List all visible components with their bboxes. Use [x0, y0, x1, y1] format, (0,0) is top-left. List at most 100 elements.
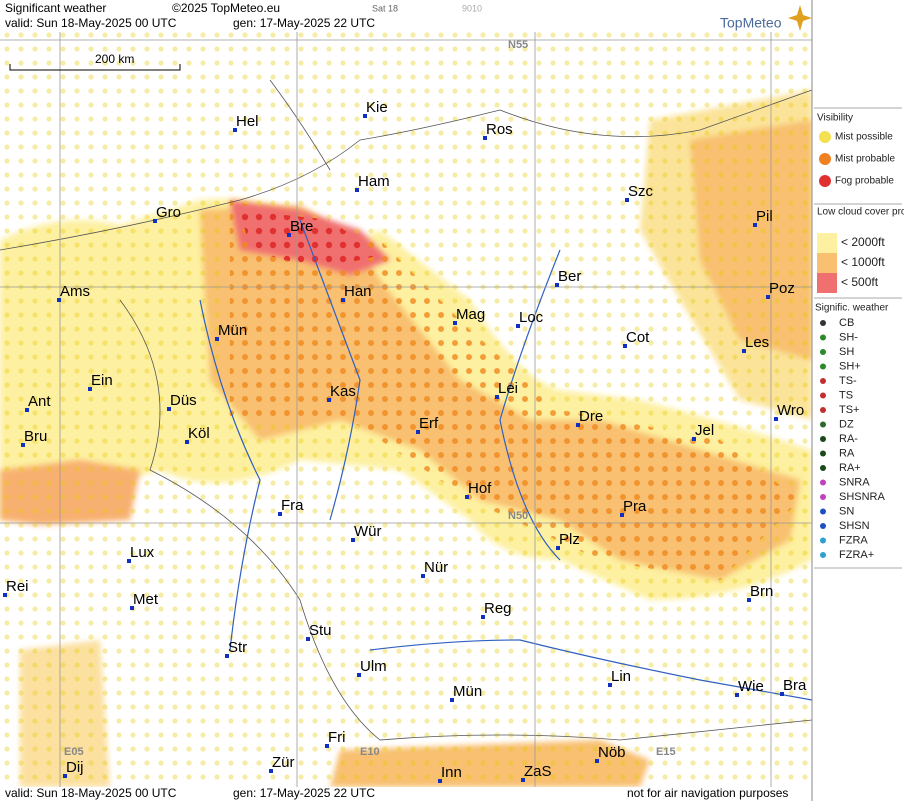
city-label: Zür — [272, 754, 295, 771]
scale-bar — [9, 64, 181, 71]
city-label: Inn — [441, 764, 462, 781]
city-marker — [185, 440, 189, 444]
legend-label: Mist probable — [835, 154, 895, 165]
copyright: ©2025 TopMeteo.eu — [172, 1, 280, 15]
city-marker — [620, 513, 624, 517]
city-marker — [421, 574, 425, 578]
city-marker — [774, 417, 778, 421]
rivers — [199, 219, 813, 701]
legend-label: RA- — [839, 433, 858, 445]
city-marker — [88, 387, 92, 391]
city-marker — [556, 546, 560, 550]
legend-label: SNRA — [839, 476, 870, 488]
city-marker — [130, 606, 134, 610]
legend-heading: Signific. weather — [815, 303, 889, 314]
legend-label: RA — [839, 447, 855, 459]
legend-swatch — [817, 273, 837, 293]
legend-label: SHSNRA — [839, 491, 886, 503]
city-label: Stu — [309, 622, 332, 639]
city-marker — [608, 683, 612, 687]
generated: gen: 17-May-2025 22 UTC — [233, 16, 375, 30]
city-label: Mag — [456, 306, 485, 323]
city-marker — [483, 136, 487, 140]
city-label: Lin — [611, 668, 631, 685]
legend-swatch — [819, 131, 831, 143]
footer-valid: valid: Sun 18-May-2025 00 UTC — [5, 786, 177, 800]
footer-note: not for air navigation purposes — [627, 786, 788, 800]
city-label: Szc — [628, 183, 654, 200]
city-marker — [127, 559, 131, 563]
city-label: Poz — [769, 280, 795, 297]
city-marker — [269, 769, 273, 773]
city-marker — [555, 283, 559, 287]
legend-symbol — [820, 392, 826, 399]
legend-label: DZ — [839, 418, 854, 430]
legend-label: TS- — [839, 375, 857, 387]
city-marker — [516, 324, 520, 328]
city-marker — [325, 744, 329, 748]
city-label: Nöb — [598, 744, 626, 761]
grid-label: E15 — [656, 746, 676, 758]
city-label: Ber — [558, 268, 581, 285]
legend-swatch — [819, 175, 831, 187]
legend-heading: Low cloud cover probable — [817, 207, 904, 218]
city-marker — [327, 398, 331, 402]
city-marker — [287, 233, 291, 237]
city-marker — [742, 349, 746, 353]
city-label: Bru — [24, 428, 47, 445]
city-label: Reg — [484, 600, 512, 617]
legend-symbol — [820, 450, 826, 457]
city-label: Mün — [453, 683, 482, 700]
legend-symbol — [820, 436, 826, 442]
legend-swatch — [819, 153, 831, 165]
city-label: Nür — [424, 559, 448, 576]
city-label: Ams — [60, 283, 90, 300]
scale-label: 200 km — [95, 52, 134, 66]
city-marker — [306, 637, 310, 641]
city-marker — [747, 598, 751, 602]
legend-symbol — [820, 349, 826, 355]
legend-label: < 500ft — [841, 275, 879, 289]
code: 9010 — [462, 3, 482, 13]
legend-symbol — [820, 378, 826, 384]
legend-label: SHSN — [839, 520, 870, 532]
city-label: Jel — [695, 422, 714, 439]
logo: TopMeteo — [720, 15, 782, 31]
city-marker — [63, 774, 67, 778]
grid-label: E10 — [360, 746, 380, 758]
city-label: Kas — [330, 383, 356, 400]
city-marker — [465, 495, 469, 499]
city-marker — [3, 593, 7, 597]
title: Significant weather — [5, 1, 106, 15]
legend-label: Mist possible — [835, 132, 893, 143]
city-label: Düs — [170, 392, 197, 409]
city-marker — [233, 128, 237, 132]
legend-symbol — [820, 508, 826, 515]
city-label: ZaS — [524, 763, 552, 780]
city-label: Mün — [218, 322, 247, 339]
legend-symbol — [820, 320, 826, 326]
city-label: Han — [344, 283, 372, 300]
city-label: Fra — [281, 497, 304, 514]
city-label: Ulm — [360, 658, 387, 675]
city-marker — [225, 654, 229, 658]
city-label: Brn — [750, 583, 773, 600]
city-marker — [735, 693, 739, 697]
city-marker — [57, 298, 61, 302]
city-marker — [450, 698, 454, 702]
valid: valid: Sun 18-May-2025 00 UTC — [5, 16, 177, 30]
legend-symbol — [820, 537, 826, 544]
city-marker — [595, 759, 599, 763]
legend-symbol — [820, 334, 826, 341]
city-label: Plz — [559, 531, 580, 548]
legend-label: < 1000ft — [841, 255, 885, 269]
city-label: Dre — [579, 408, 603, 425]
city-marker — [453, 321, 457, 325]
legend-label: FZRA — [839, 534, 868, 546]
city-label: Bre — [290, 218, 313, 235]
legend-symbol — [820, 494, 826, 500]
city-label: Wro — [777, 402, 804, 419]
city-marker — [21, 443, 25, 447]
legend-symbol — [820, 407, 826, 413]
